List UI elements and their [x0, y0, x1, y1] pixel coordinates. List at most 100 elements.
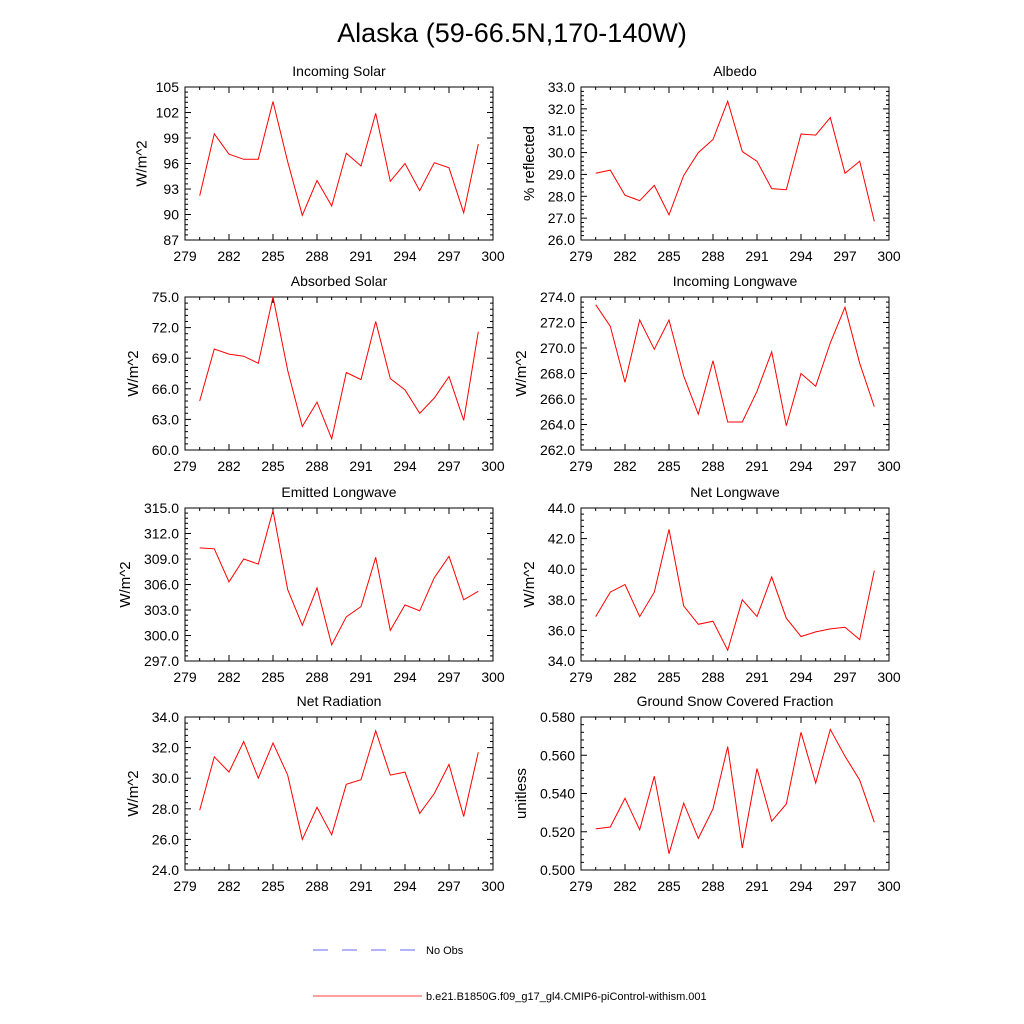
- x-tick-label: 300: [481, 878, 505, 894]
- x-tick-label: 294: [789, 878, 813, 894]
- x-tick-label: 288: [305, 248, 329, 264]
- x-tick-label: 291: [745, 669, 769, 685]
- y-tick-label: 102: [156, 105, 180, 121]
- x-tick-label: 282: [217, 878, 241, 894]
- x-tick-label: 294: [789, 669, 813, 685]
- y-axis-label: W/m^2: [117, 561, 134, 607]
- series-line-albedo: [595, 99, 875, 222]
- legend-model-label: b.e21.B1850G.f09_g17_gl4.CMIP6-piControl…: [426, 991, 707, 1003]
- x-tick-label: 297: [437, 248, 461, 264]
- x-tick-label: 282: [217, 248, 241, 264]
- x-tick-label: 279: [173, 669, 197, 685]
- legend: No Obs b.e21.B1850G.f09_g17_gl4.CMIP6-pi…: [313, 945, 707, 1003]
- chart-panel-incoming-solar: Incoming Solar 279 282 285 288 291 294 297 300 87…: [133, 63, 504, 264]
- y-tick-label: 272.0: [540, 315, 575, 331]
- x-tick-label: 288: [305, 878, 329, 894]
- x-tick-label: 291: [745, 458, 769, 474]
- x-tick-label: 285: [657, 878, 681, 894]
- x-tick-label: 285: [657, 248, 681, 264]
- x-tick-label: 282: [613, 458, 637, 474]
- x-tick-label: 297: [833, 248, 857, 264]
- x-tick-label: 300: [481, 458, 505, 474]
- y-tick-label: 270.0: [540, 340, 575, 356]
- x-tick-label: 279: [173, 878, 197, 894]
- x-tick-label: 297: [833, 669, 857, 685]
- y-tick-label: 24.0: [152, 862, 179, 878]
- x-tick-label: 288: [701, 248, 725, 264]
- chart-panel-emitted-longwave: Emitted Longwave 279 282 285 288 291 294 297 300…: [117, 484, 505, 685]
- y-tick-label: 29.0: [548, 166, 575, 182]
- x-tick-label: 291: [745, 878, 769, 894]
- y-tick-label: 27.0: [548, 210, 575, 226]
- legend-obs-label: No Obs: [426, 945, 464, 957]
- chart-panel-albedo: Albedo 279 282 285 288 291 294 297 300 26.0 27.0 28…: [521, 63, 901, 264]
- figure-title: Alaska (59-66.5N,170-140W): [337, 18, 687, 48]
- x-tick-label: 300: [481, 669, 505, 685]
- x-tick-label: 291: [349, 878, 373, 894]
- y-tick-label: 93: [163, 181, 179, 197]
- x-tick-label: 285: [261, 669, 285, 685]
- y-axis-label: W/m^2: [125, 350, 142, 396]
- x-tick-label: 282: [613, 248, 637, 264]
- x-tick-label: 294: [789, 458, 813, 474]
- x-tick-label: 297: [437, 458, 461, 474]
- x-tick-label: 279: [173, 458, 197, 474]
- y-tick-label: 87: [163, 232, 179, 248]
- x-tick-label: 294: [393, 248, 417, 264]
- panel-title: Absorbed Solar: [291, 273, 388, 289]
- y-tick-label: 266.0: [540, 391, 575, 407]
- x-tick-label: 300: [877, 878, 901, 894]
- x-tick-label: 291: [349, 458, 373, 474]
- x-tick-label: 294: [789, 248, 813, 264]
- x-tick-label: 282: [217, 458, 241, 474]
- x-tick-label: 291: [745, 248, 769, 264]
- chart-panel-absorbed-solar: Absorbed Solar 279 282 285 288 291 294 297 300 60…: [125, 273, 505, 474]
- x-tick-label: 297: [833, 878, 857, 894]
- y-axis-label: W/m^2: [513, 350, 530, 396]
- y-axis-label: % reflected: [521, 126, 538, 201]
- y-tick-label: 28.0: [548, 188, 575, 204]
- series-line-incoming-solar: [199, 101, 479, 217]
- panel-title: Albedo: [713, 63, 757, 79]
- chart-panels: Incoming Solar 279 282 285 288 291 294 297 300 87…: [117, 63, 901, 894]
- x-tick-label: 291: [349, 669, 373, 685]
- x-tick-label: 279: [173, 248, 197, 264]
- x-tick-label: 288: [305, 669, 329, 685]
- y-tick-label: 42.0: [548, 531, 575, 547]
- x-tick-label: 285: [261, 878, 285, 894]
- plot-frame: [580, 716, 890, 871]
- x-tick-label: 279: [569, 669, 593, 685]
- y-tick-label: 30.0: [152, 770, 179, 786]
- panel-title: Net Longwave: [690, 484, 780, 500]
- series-line-net-radiation: [199, 729, 479, 841]
- y-tick-label: 297.0: [144, 653, 179, 669]
- x-tick-label: 297: [833, 458, 857, 474]
- x-tick-label: 288: [305, 458, 329, 474]
- y-tick-label: 300.0: [144, 628, 179, 644]
- series-line-emitted-longwave: [199, 510, 479, 647]
- y-tick-label: 306.0: [144, 577, 179, 593]
- y-tick-label: 33.0: [548, 79, 575, 95]
- y-tick-label: 309.0: [144, 551, 179, 567]
- y-tick-label: 34.0: [152, 709, 179, 725]
- x-tick-label: 288: [701, 878, 725, 894]
- y-tick-label: 96: [163, 156, 179, 172]
- series-line-net-longwave: [595, 529, 875, 652]
- x-tick-label: 294: [393, 669, 417, 685]
- plot-frame: [184, 716, 494, 871]
- y-tick-label: 28.0: [152, 801, 179, 817]
- y-tick-label: 30.0: [548, 145, 575, 161]
- y-tick-label: 75.0: [152, 289, 179, 305]
- panel-title: Incoming Longwave: [673, 273, 798, 289]
- x-tick-label: 300: [877, 669, 901, 685]
- x-tick-label: 285: [261, 458, 285, 474]
- x-tick-label: 300: [877, 248, 901, 264]
- y-tick-label: 69.0: [152, 350, 179, 366]
- y-tick-label: 0.500: [540, 862, 575, 878]
- x-tick-label: 294: [393, 878, 417, 894]
- x-tick-label: 282: [613, 878, 637, 894]
- y-tick-label: 105: [156, 79, 180, 95]
- series-line-absorbed-solar: [199, 296, 479, 441]
- y-tick-label: 38.0: [548, 592, 575, 608]
